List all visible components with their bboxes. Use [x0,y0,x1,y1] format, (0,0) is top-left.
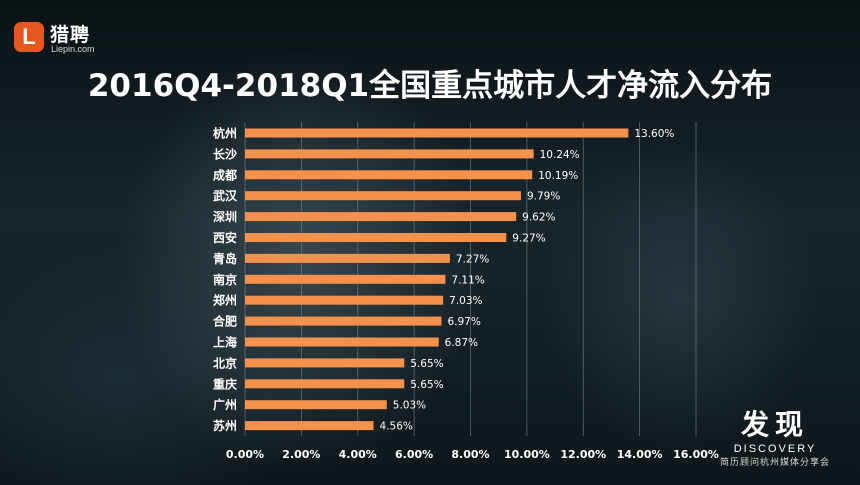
x-tick-label: 0.00% [226,448,264,461]
data-label: 10.19% [538,170,578,182]
bar [245,358,405,368]
data-label: 5.65% [410,358,443,370]
x-tick-label: 10.00% [504,448,550,461]
x-tick-label: 14.00% [617,448,663,461]
logo-badge-icon: L [14,22,44,52]
category-label: 武汉 [213,188,238,203]
x-tick-label: 16.00% [673,448,719,461]
discovery-badge: 发现 DISCOVERY 简历顾问杭州媒体分享会 [700,408,850,470]
bar [245,421,374,431]
bar [245,212,517,222]
data-label: 5.65% [410,379,443,391]
category-label: 深圳 [213,209,237,224]
bar [245,128,629,138]
category-label: 合肥 [213,314,237,329]
logo-name-en: Liepin.com [51,44,95,54]
liepin-logo: L 猎聘 Liepin.com [14,18,154,58]
bar [245,191,521,201]
category-label: 重庆 [213,376,237,391]
category-label: 广州 [213,397,237,412]
logo-name-cn: 猎聘 [50,24,91,46]
category-label: 郑州 [213,293,237,308]
data-label: 9.62% [522,212,555,224]
category-label: 青岛 [213,251,237,266]
data-label: 4.56% [380,421,413,433]
bar [245,400,387,410]
x-tick-label: 2.00% [282,448,320,461]
bar [245,274,446,284]
category-label: 成都 [213,167,237,182]
category-label: 西安 [213,230,237,245]
category-label: 苏州 [213,418,237,433]
bar [245,337,439,347]
bar [245,379,405,389]
data-label: 9.27% [512,233,545,245]
discovery-title-cn: 发现 [740,408,809,441]
category-label: 杭州 [213,126,237,141]
category-label: 长沙 [213,146,237,161]
data-label: 13.60% [634,128,674,140]
data-label: 7.03% [449,295,482,307]
category-label: 上海 [213,335,237,350]
bar [245,295,444,305]
x-tick-label: 4.00% [339,448,377,461]
bar [245,149,534,159]
data-label: 6.97% [447,316,480,328]
data-label: 6.87% [445,337,478,349]
data-label: 9.79% [527,191,560,203]
x-tick-label: 6.00% [395,448,433,461]
bar [245,170,533,180]
data-label: 7.27% [456,253,489,265]
bar [245,253,450,263]
data-label: 10.24% [540,149,580,161]
chart-title: 2016Q4-2018Q1全国重点城市人才净流入分布 [87,68,773,104]
data-label: 7.11% [451,274,484,286]
bar [245,233,507,242]
category-label: 南京 [213,272,237,287]
category-label: 北京 [213,355,237,370]
x-tick-label: 8.00% [451,448,489,461]
discovery-title-en: DISCOVERY [733,443,817,455]
discovery-subtitle: 简历顾问杭州媒体分享会 [719,458,830,468]
data-label: 5.03% [393,400,426,412]
x-tick-label: 12.00% [560,448,606,461]
bar [245,316,442,326]
